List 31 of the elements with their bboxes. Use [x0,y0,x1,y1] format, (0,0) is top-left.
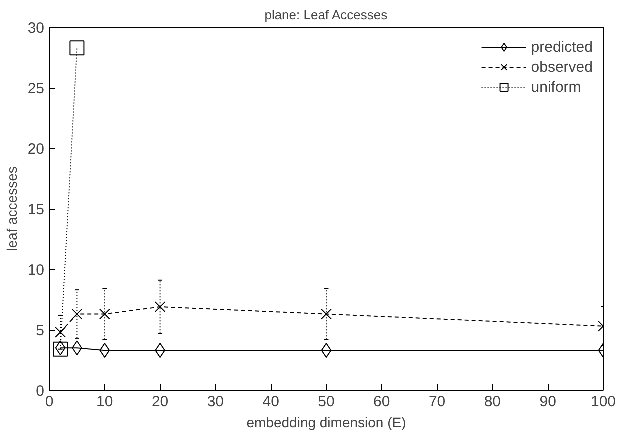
legend-label: predicted [531,38,593,56]
x-tick-label: 100 [590,394,616,410]
x-tick-label: 90 [540,394,556,410]
point [321,343,332,358]
y-tick-label: 10 [28,262,45,279]
point [99,308,110,320]
point [55,326,66,338]
y-tick-label: 0 [36,383,44,400]
point [154,302,166,312]
legend-label: observed [531,58,593,76]
x-tick-label: 30 [207,394,224,410]
x-tick-label: 70 [428,394,446,410]
y-tick-label: 25 [28,80,45,98]
y-tick-label: 30 [28,20,45,37]
y-axis-title: leaf accesses [4,166,20,252]
x-tick-label: 80 [484,394,502,410]
point [72,308,83,320]
x-tick-label: 20 [152,394,169,410]
x-axis-title: embedding dimension (E) [246,414,406,430]
y-tick-label: 5 [36,322,44,340]
legend-label: uniform [531,78,582,96]
chart-title: plane: Leaf Accesses [264,8,388,22]
x-tick-label: 10 [96,394,114,410]
x-tick-label: 60 [374,394,390,410]
y-tick-label: 15 [28,202,45,218]
x-tick-label: 50 [318,394,335,410]
point [70,40,85,56]
point [321,308,332,320]
point [100,343,110,358]
y-tick-label: 20 [28,141,45,158]
x-tick-label: 40 [262,394,280,410]
